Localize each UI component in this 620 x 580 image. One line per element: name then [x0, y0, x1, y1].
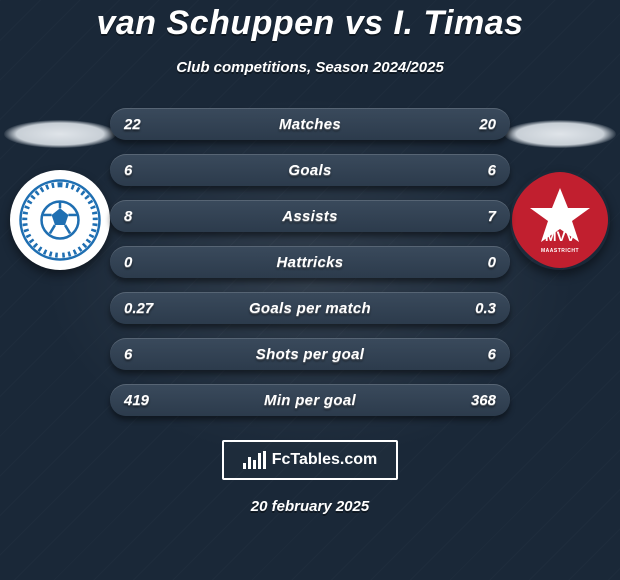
stat-left-value: 6 — [124, 338, 132, 370]
stat-row: 0.27 Goals per match 0.3 — [110, 292, 510, 324]
player-shadow — [504, 120, 616, 148]
stat-right-value: 6 — [488, 338, 496, 370]
fctables-logo: FcTables.com — [222, 440, 398, 480]
player-shadow — [4, 120, 116, 148]
stat-label: Assists — [282, 208, 337, 225]
date-text: 20 february 2025 — [251, 498, 369, 515]
stat-row: 0 Hattricks 0 — [110, 246, 510, 278]
stat-right-value: 7 — [488, 200, 496, 232]
stat-right-value: 368 — [471, 384, 496, 416]
page-title: van Schuppen vs I. Timas — [96, 4, 523, 43]
stat-label: Matches — [279, 116, 341, 133]
stat-row: 6 Shots per goal 6 — [110, 338, 510, 370]
stat-left-value: 6 — [124, 154, 132, 186]
bars-icon — [243, 451, 266, 469]
stat-left-value: 0 — [124, 246, 132, 278]
mvv-svg: MVV MAASTRICHT — [510, 170, 610, 270]
stat-label: Goals — [288, 162, 331, 179]
eindhoven-badge-icon — [10, 170, 110, 270]
stat-label: Shots per goal — [256, 346, 364, 363]
stat-label: Goals per match — [249, 300, 371, 317]
svg-text:MVV: MVV — [545, 228, 576, 244]
footer-brand-text: FcTables.com — [272, 451, 378, 469]
left-player-panel — [0, 120, 120, 270]
stat-label: Hattricks — [277, 254, 344, 271]
stat-right-value: 20 — [479, 108, 496, 140]
stat-row: 419 Min per goal 368 — [110, 384, 510, 416]
page: van Schuppen vs I. Timas Club competitio… — [0, 0, 620, 580]
stat-row: 8 Assists 7 — [110, 200, 510, 232]
stat-right-value: 0.3 — [475, 292, 496, 324]
stat-right-value: 0 — [488, 246, 496, 278]
page-subtitle: Club competitions, Season 2024/2025 — [176, 59, 444, 76]
stat-label: Min per goal — [264, 392, 356, 409]
stat-left-value: 419 — [124, 384, 149, 416]
stat-left-value: 0.27 — [124, 292, 153, 324]
stats-list: 22 Matches 20 6 Goals 6 8 Assists 7 0 Hattricks 0 0.… — [110, 108, 510, 416]
right-player-panel: MVV MAASTRICHT — [500, 120, 620, 270]
stat-left-value: 22 — [124, 108, 141, 140]
eindhoven-svg — [18, 178, 102, 262]
stat-row: 22 Matches 20 — [110, 108, 510, 140]
mvv-badge-icon: MVV MAASTRICHT — [510, 170, 610, 270]
stat-row: 6 Goals 6 — [110, 154, 510, 186]
svg-text:MAASTRICHT: MAASTRICHT — [541, 248, 579, 254]
stat-right-value: 6 — [488, 154, 496, 186]
stat-left-value: 8 — [124, 200, 132, 232]
